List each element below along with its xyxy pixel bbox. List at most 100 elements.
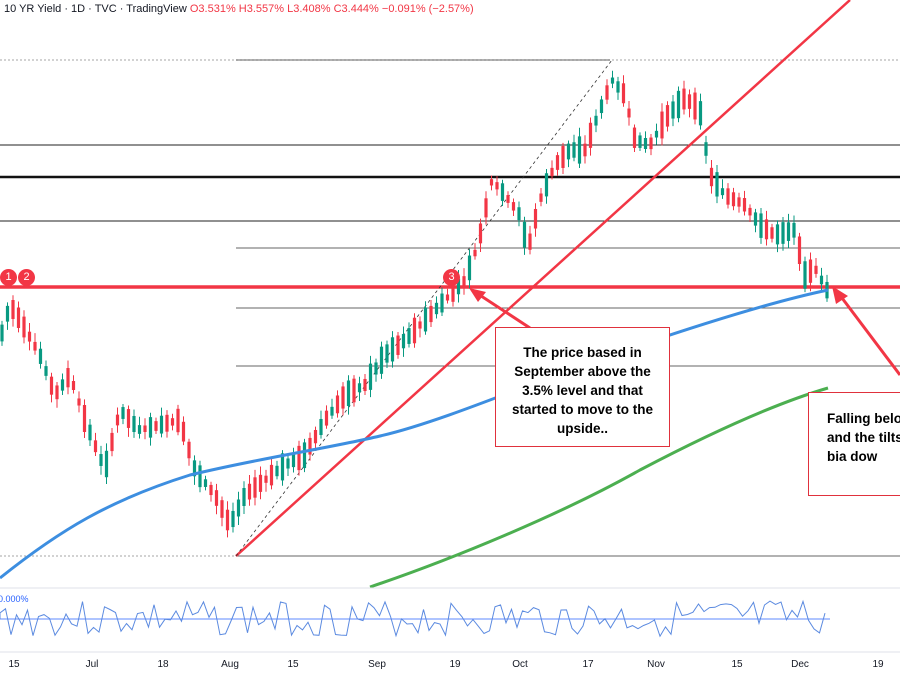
arrow-1-head	[469, 288, 486, 302]
x-tick-label-1: Jul	[86, 659, 99, 670]
candle-body-140	[770, 227, 774, 239]
moving-averages	[0, 288, 829, 589]
candle-body-72	[396, 335, 400, 355]
candle-body-26	[143, 425, 147, 433]
candle-body-138	[759, 213, 763, 238]
candle-body-13	[71, 381, 76, 390]
x-tick-label-11: Dec	[791, 659, 809, 670]
candle-body-88	[484, 198, 488, 218]
candle-body-87	[478, 223, 483, 244]
candle-body-66	[363, 378, 367, 392]
candle-body-76	[418, 321, 422, 329]
candle-body-101	[555, 155, 560, 170]
candle-body-29	[159, 415, 164, 434]
candle-body-61	[335, 395, 340, 414]
candle-body-7	[38, 348, 43, 364]
candle-body-34	[187, 441, 191, 459]
candle-body-78	[429, 305, 433, 323]
candle-body-110	[605, 85, 609, 100]
candle-body-84	[462, 276, 466, 286]
x-tick-label-8: 17	[582, 659, 594, 670]
candle-body-149	[819, 275, 824, 285]
candle-body-121	[665, 105, 670, 127]
candle-body-118	[649, 137, 653, 150]
candle-body-68	[374, 362, 378, 375]
candle-body-135	[742, 198, 747, 212]
candle-body-98	[539, 193, 543, 202]
candle-body-41	[225, 509, 230, 531]
candle-body-95	[522, 221, 527, 248]
candle-body-143	[786, 222, 791, 241]
candle-body-116	[638, 135, 642, 148]
candle-body-89	[489, 179, 494, 186]
x-axis: 15 Jul 18 Aug 15 Sep 19 Oct 17 Nov 15 Dec 19	[8, 659, 884, 670]
candle-body-35	[192, 460, 197, 477]
arrow-2-head	[832, 286, 848, 304]
candle-body-0	[0, 324, 4, 342]
indicator-label: 0.000%	[0, 594, 29, 604]
candle-body-53	[291, 454, 296, 468]
candle-body-128	[704, 142, 708, 156]
badge-3: 3	[443, 269, 460, 286]
candle-body-145	[797, 236, 802, 265]
candle-body-81	[445, 294, 450, 301]
candle-body-86	[473, 249, 477, 257]
candle-body-125	[687, 94, 692, 109]
candles	[0, 70, 829, 538]
candle-body-16	[88, 424, 92, 441]
candle-body-54	[297, 445, 301, 471]
candle-body-58	[319, 418, 323, 436]
candle-body-119	[654, 130, 659, 138]
x-tick-label-5: Sep	[368, 659, 386, 670]
trend-lines	[235, 0, 851, 557]
candle-body-141	[775, 224, 780, 245]
candle-body-142	[781, 222, 785, 244]
candle-body-63	[346, 380, 351, 407]
candle-body-55	[302, 442, 307, 469]
candle-body-52	[286, 458, 290, 469]
candle-body-9	[49, 376, 54, 395]
candle-body-42	[231, 510, 235, 528]
badge-1: 1	[0, 269, 17, 286]
candle-body-80	[440, 293, 444, 313]
candle-body-137	[753, 212, 758, 226]
candle-body-51	[280, 453, 285, 481]
candle-body-67	[368, 363, 373, 390]
candle-body-105	[577, 136, 582, 164]
candle-body-74	[407, 328, 411, 344]
candle-body-73	[401, 333, 406, 349]
candle-body-38	[209, 484, 213, 496]
x-tick-label-9: Nov	[647, 659, 665, 670]
candle-body-47	[258, 474, 263, 492]
candle-body-132	[726, 188, 730, 205]
candle-body-107	[588, 122, 593, 148]
candle-body-127	[698, 101, 703, 126]
candle-body-93	[511, 202, 516, 211]
candle-body-15	[82, 404, 87, 433]
candle-body-70	[385, 344, 389, 363]
candle-body-97	[533, 208, 538, 229]
x-tick-label-10: 15	[731, 659, 743, 670]
candle-body-2	[11, 300, 15, 319]
candle-body-45	[247, 483, 252, 500]
x-tick-label-0: 15	[8, 659, 20, 670]
candle-body-126	[693, 92, 697, 120]
candle-body-49	[269, 464, 274, 486]
candle-body-62	[341, 386, 345, 409]
candle-body-1	[5, 305, 10, 322]
candle-body-117	[643, 138, 648, 149]
candle-body-56	[308, 437, 312, 455]
candle-body-77	[423, 307, 428, 332]
candle-body-3	[16, 307, 21, 328]
candle-body-109	[599, 99, 604, 114]
x-tick-label-12: 19	[872, 659, 884, 670]
horizontal-levels	[0, 59, 900, 557]
candle-body-99	[544, 173, 549, 197]
candle-body-136	[748, 207, 752, 216]
candle-body-36	[198, 465, 202, 488]
candle-body-60	[330, 406, 334, 416]
candle-body-5	[27, 331, 32, 342]
candle-body-31	[170, 418, 175, 426]
candle-body-82	[451, 282, 455, 302]
